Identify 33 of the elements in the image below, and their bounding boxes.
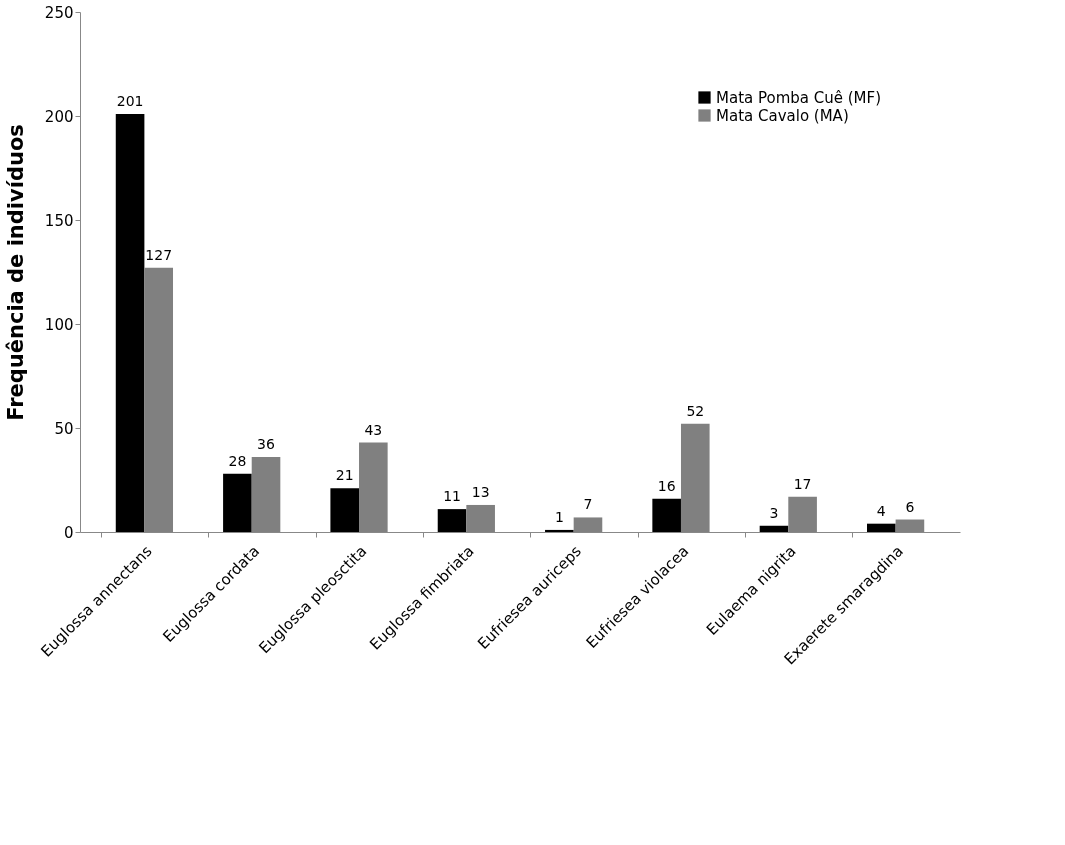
bar [115, 113, 145, 532]
bar [759, 525, 789, 532]
data-label: 3 [769, 504, 779, 521]
bar [545, 529, 574, 532]
data-label: 11 [443, 488, 461, 505]
y-tick-label: 0 [63, 523, 74, 542]
data-label: 28 [228, 452, 247, 469]
data-label: 16 [657, 477, 676, 494]
y-tick-label: 250 [44, 3, 74, 22]
data-label: 6 [905, 498, 915, 515]
bar [652, 498, 681, 532]
data-label: 201 [116, 92, 144, 109]
bar [330, 488, 360, 532]
data-label: 52 [686, 402, 705, 419]
legend-label: Mata Cavalo (MA) [716, 106, 849, 125]
data-label: 21 [335, 467, 354, 484]
bar [866, 523, 896, 532]
y-tick-label: 200 [44, 107, 74, 126]
data-label: 1 [554, 508, 564, 525]
data-label: 17 [793, 475, 812, 492]
data-label: 13 [471, 483, 490, 500]
bar [437, 509, 467, 532]
data-label: 4 [876, 502, 886, 519]
y-tick-label: 150 [44, 211, 74, 230]
legend-label: Mata Pomba Cuê (MF) [716, 88, 882, 107]
y-axis-title: Frequência de indivíduos [3, 124, 28, 421]
data-label: 43 [364, 421, 383, 438]
data-label: 127 [145, 246, 173, 263]
bar [223, 473, 252, 532]
data-label: 7 [583, 496, 593, 513]
y-tick-label: 100 [44, 315, 74, 334]
y-tick-label: 50 [54, 419, 74, 438]
data-label: 36 [257, 436, 276, 453]
